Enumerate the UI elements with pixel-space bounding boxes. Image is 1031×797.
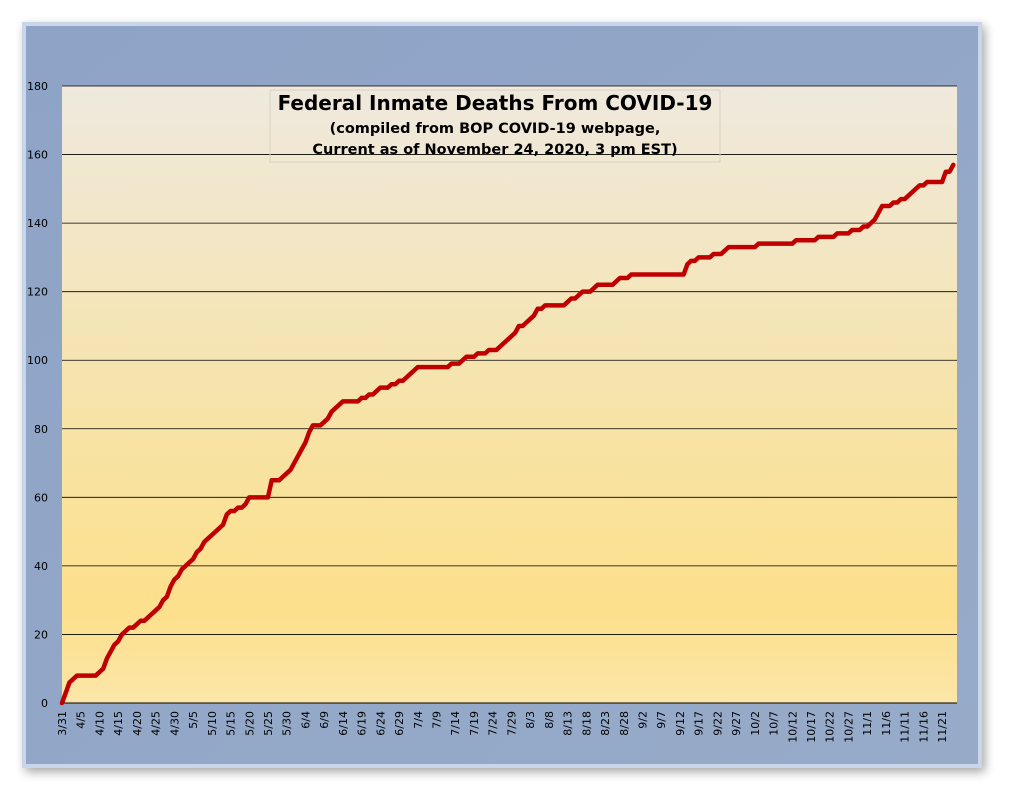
x-tick-label: 8/28 xyxy=(618,711,631,736)
x-tick-label: 8/13 xyxy=(562,711,575,736)
y-tick-label: 120 xyxy=(27,286,48,299)
y-tick-label: 180 xyxy=(27,80,48,93)
x-tick-label: 4/15 xyxy=(112,711,125,736)
x-tick-label: 7/29 xyxy=(505,711,518,736)
y-tick-label: 80 xyxy=(34,423,48,436)
x-tick-label: 10/22 xyxy=(824,711,837,743)
x-tick-label: 5/15 xyxy=(225,711,238,736)
chart-subtitle: (compiled from BOP COVID-19 webpage, xyxy=(330,121,661,137)
x-tick-label: 5/10 xyxy=(206,711,219,736)
y-tick-label: 60 xyxy=(34,491,48,504)
x-tick-label: 9/7 xyxy=(655,711,668,729)
x-tick-label: 4/10 xyxy=(93,711,106,736)
x-tick-label: 5/30 xyxy=(281,711,294,736)
x-tick-label: 10/27 xyxy=(842,711,855,743)
y-tick-label: 140 xyxy=(27,217,48,230)
x-tick-label: 9/22 xyxy=(711,711,724,736)
x-tick-label: 4/25 xyxy=(150,711,163,736)
x-tick-label: 6/29 xyxy=(393,711,406,736)
x-tick-label: 9/17 xyxy=(693,711,706,736)
x-tick-label: 8/23 xyxy=(599,711,612,736)
x-tick-label: 11/1 xyxy=(861,711,874,736)
title-box xyxy=(269,89,721,163)
x-tick-label: 4/30 xyxy=(168,711,181,736)
x-tick-label: 7/9 xyxy=(431,711,444,729)
data-line xyxy=(59,162,956,706)
x-tick-label: 6/19 xyxy=(356,711,369,736)
x-tick-label: 6/9 xyxy=(318,711,331,729)
x-tick-label: 10/17 xyxy=(805,711,818,743)
x-tick-label: 6/14 xyxy=(337,711,350,736)
x-tick-label: 7/19 xyxy=(468,711,481,736)
x-tick-label: 6/4 xyxy=(299,711,312,729)
x-tick-label: 4/20 xyxy=(131,711,144,736)
x-tick-label: 4/5 xyxy=(75,711,88,729)
x-tick-label: 6/24 xyxy=(374,711,387,736)
x-tick-label: 9/27 xyxy=(730,711,743,736)
x-tick-label: 11/21 xyxy=(936,711,949,743)
x-tick-label: 10/2 xyxy=(749,711,762,736)
chart-title: Federal Inmate Deaths From COVID-19 xyxy=(278,91,713,115)
x-tick-label: 10/7 xyxy=(768,711,781,736)
x-tick-label: 7/24 xyxy=(487,711,500,736)
x-tick-label: 11/16 xyxy=(917,711,930,743)
y-tick-label: 0 xyxy=(41,697,48,710)
plot-area xyxy=(62,86,957,703)
x-tick-label: 7/14 xyxy=(449,711,462,736)
y-tick-label: 20 xyxy=(34,628,48,641)
y-tick-label: 100 xyxy=(27,354,48,367)
x-tick-label: 8/3 xyxy=(524,711,537,729)
x-tick-label: 10/12 xyxy=(786,711,799,743)
x-tick-label: 9/2 xyxy=(636,711,649,729)
x-tick-label: 11/6 xyxy=(880,711,893,736)
x-tick-label: 5/20 xyxy=(243,711,256,736)
y-tick-label: 40 xyxy=(34,560,48,573)
x-tick-label: 5/5 xyxy=(187,711,200,729)
x-tick-label: 8/18 xyxy=(580,711,593,736)
x-tick-label: 11/11 xyxy=(899,711,912,743)
x-tick-label: 5/25 xyxy=(262,711,275,736)
chart-subtitle: Current as of November 24, 2020, 3 pm ES… xyxy=(312,142,677,158)
x-tick-label: 9/12 xyxy=(674,711,687,736)
x-tick-label: 3/31 xyxy=(56,711,69,736)
y-tick-label: 160 xyxy=(27,149,48,162)
x-tick-label: 7/4 xyxy=(412,711,425,729)
x-tick-label: 8/8 xyxy=(543,711,556,729)
